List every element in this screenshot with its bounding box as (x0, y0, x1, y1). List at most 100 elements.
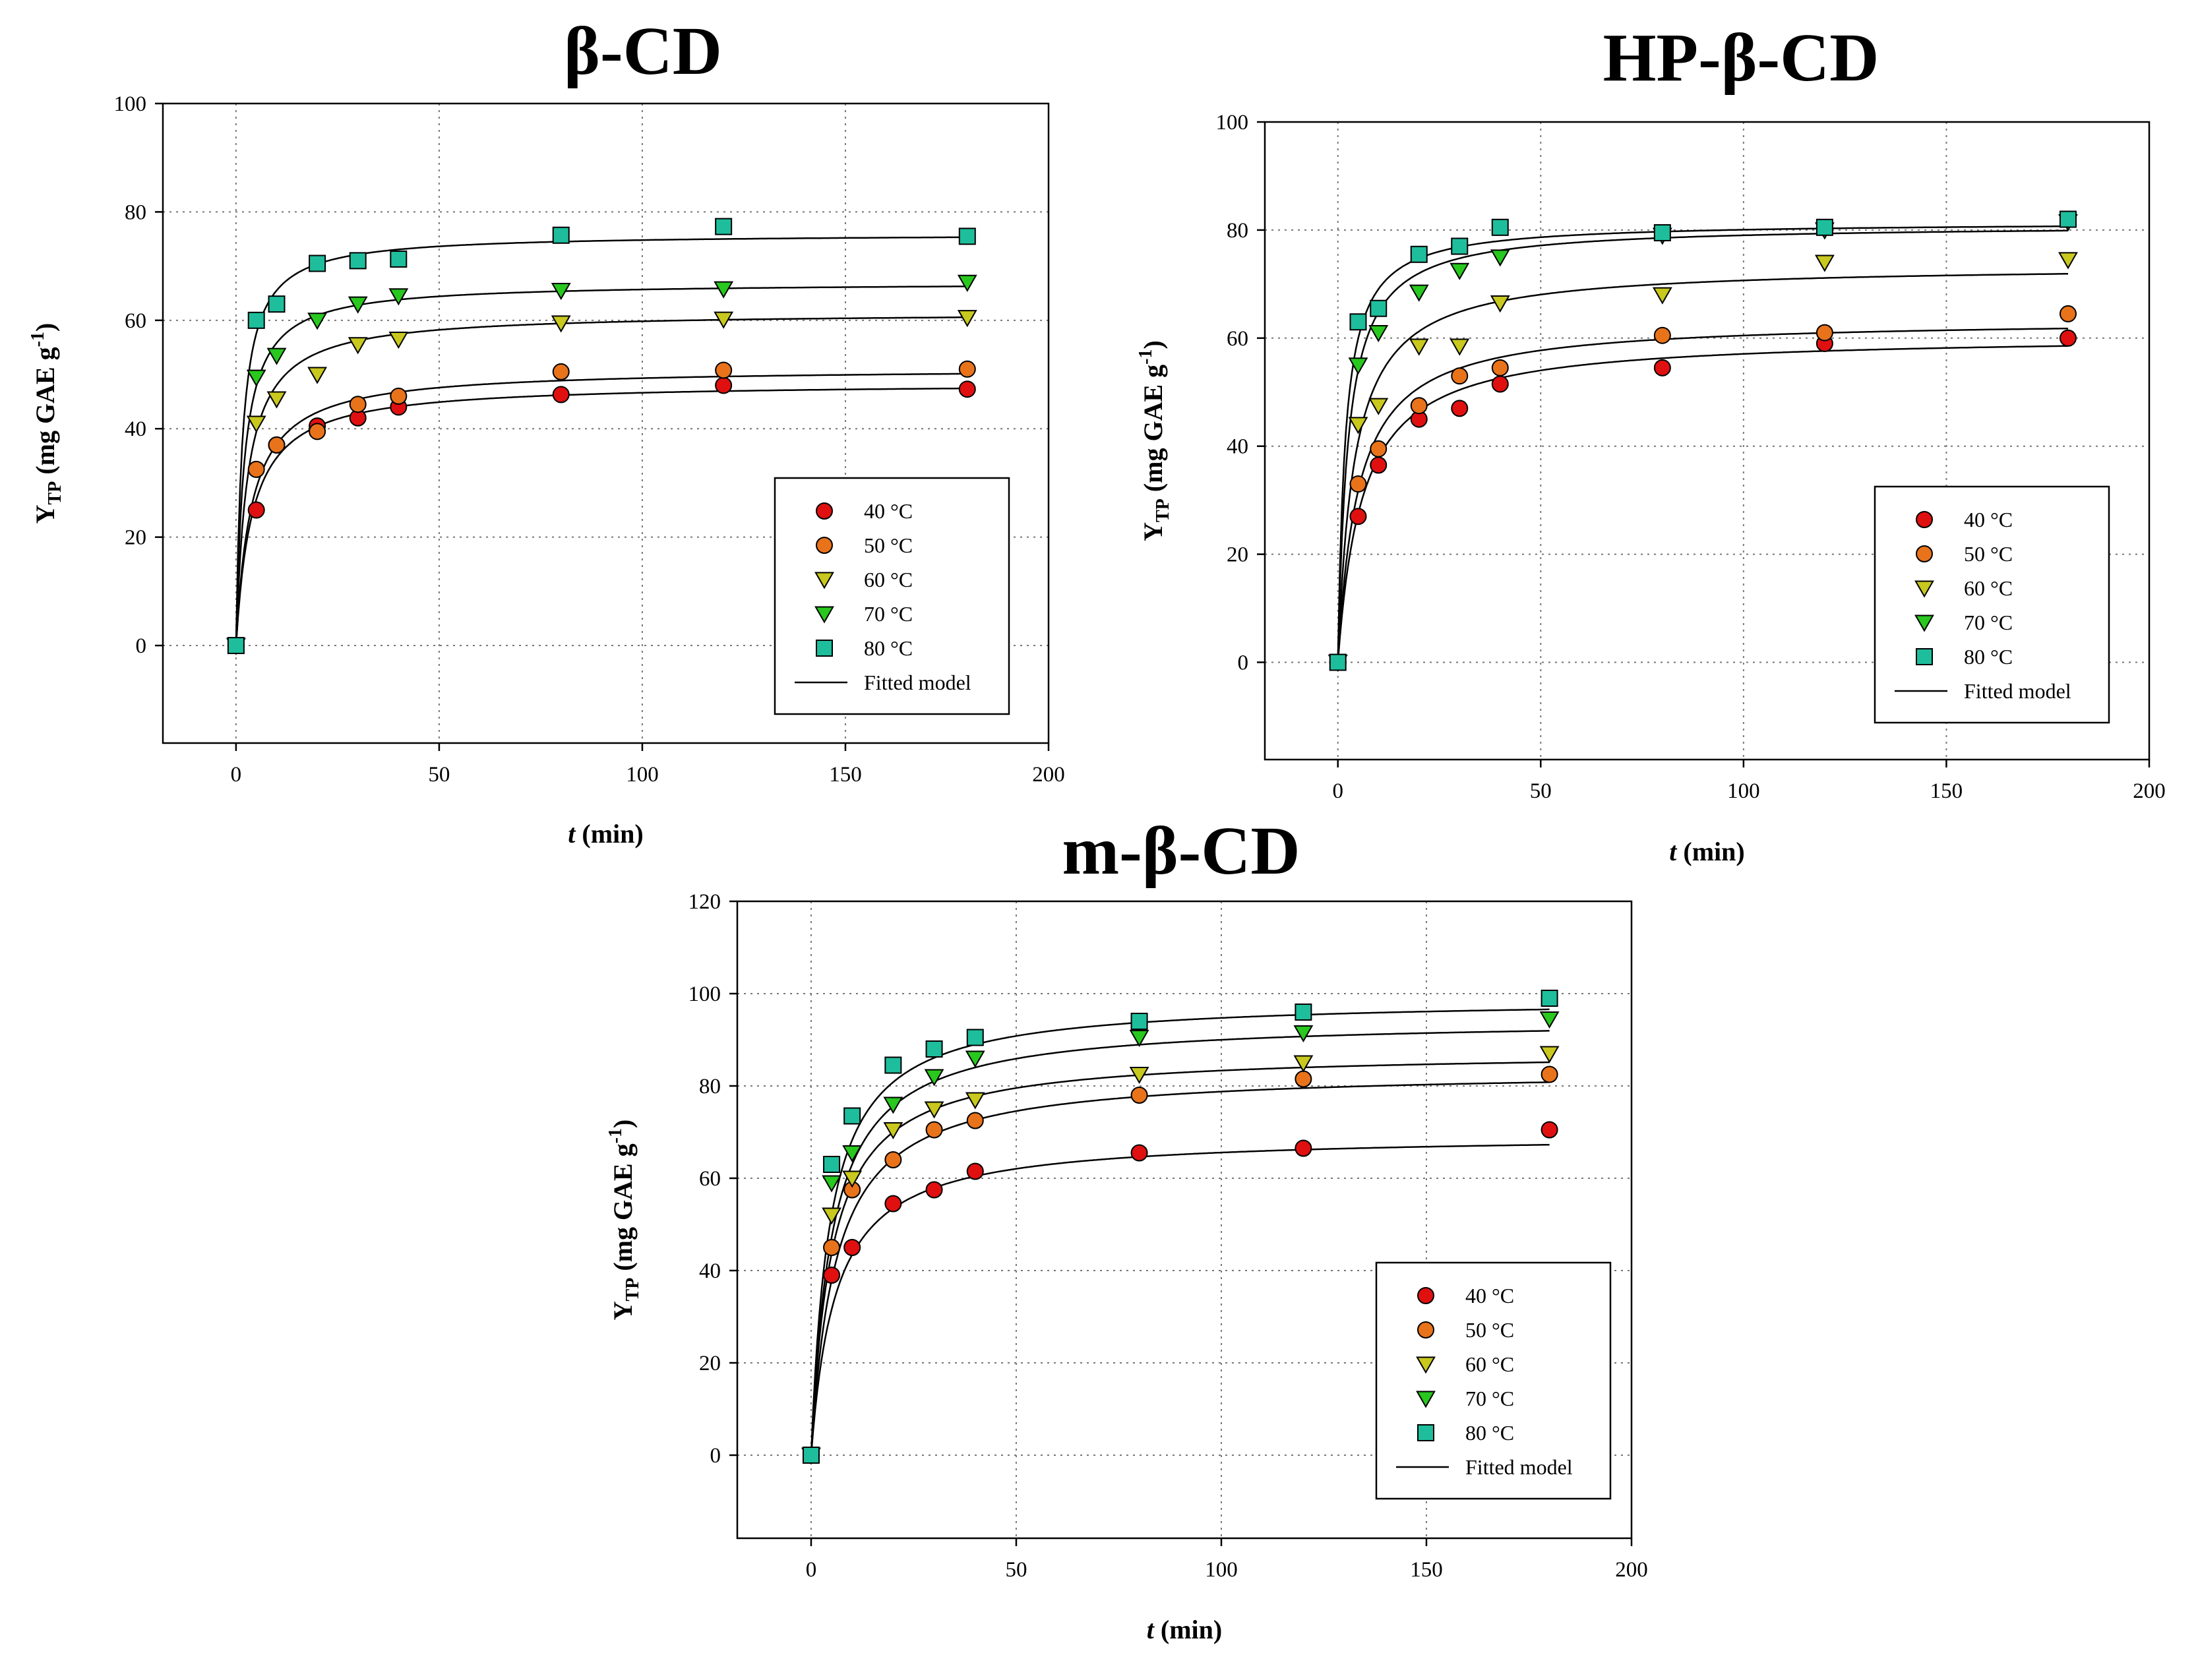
x-axis-label-unit: (min) (1676, 837, 1744, 866)
y-tick-label: 120 (688, 890, 721, 914)
data-point-series-3 (714, 311, 734, 329)
legend: 40 °C 50 °C 60 °C 70 °C 80 °C Fitted model (1874, 485, 2110, 724)
data-point-series-4 (1490, 249, 1510, 267)
chart-panel-3: m-β-CD 0 50 100 150 200 0 20 40 60 80 100 120 t (min)… (605, 813, 1648, 1644)
legend-marker-1 (1916, 511, 1933, 528)
data-point-series-1 (247, 501, 265, 519)
y-tick-label: 40 (699, 1259, 721, 1283)
data-point-series-4 (1129, 1029, 1149, 1048)
data-point-series-1 (925, 1181, 943, 1199)
y-axis-label-main: Y (30, 504, 60, 524)
data-point-series-5 (1451, 237, 1469, 255)
data-point-series-1 (958, 380, 976, 398)
x-tick-label: 50 (1005, 1558, 1027, 1582)
y-tick-label: 0 (1238, 651, 1249, 675)
data-point-series-5 (1295, 1004, 1312, 1021)
y-axis-label-sup: -1 (605, 1128, 626, 1143)
data-point-series-2 (268, 436, 286, 454)
y-axis-label-unit: (mg GAE g (608, 1143, 638, 1277)
data-point-series-1 (823, 1267, 841, 1284)
legend-marker-3 (1914, 580, 1934, 598)
data-point-series-2 (1451, 367, 1469, 385)
y-tick-label: 20 (1227, 543, 1248, 567)
y-tick-label: 40 (1227, 435, 1248, 459)
x-tick-label: 100 (1727, 779, 1760, 803)
legend-marker-4 (814, 606, 834, 624)
data-point-series-5 (958, 227, 976, 245)
legend-label-1: 40 °C (1964, 508, 2013, 531)
y-tick-label: 60 (1227, 327, 1248, 351)
y-tick-label: 100 (688, 982, 721, 1006)
y-axis-label-sub: TP (1153, 498, 1173, 522)
data-point-series-1 (1370, 456, 1388, 474)
data-point-series-2 (1491, 359, 1509, 376)
legend-marker-2 (816, 537, 833, 554)
y-axis-label-sub: TP (45, 481, 65, 505)
data-point-series-5 (1541, 990, 1558, 1007)
y-axis-label-close: ) (608, 1120, 638, 1128)
data-point-series-4 (957, 274, 977, 292)
data-point-series-5 (309, 255, 326, 272)
y-tick-label: 60 (125, 309, 146, 333)
legend-label-2: 50 °C (864, 533, 913, 557)
data-point-series-2 (1295, 1070, 1312, 1088)
legend-marker-3 (814, 572, 834, 589)
y-tick-label: 80 (125, 200, 146, 224)
data-point-series-4 (1450, 262, 1470, 280)
y-tick-label: 0 (710, 1444, 721, 1468)
data-point-series-2 (958, 360, 976, 378)
data-point-series-3 (348, 337, 368, 355)
chart-title: HP-β-CD (1603, 20, 1879, 96)
data-point-series-5 (966, 1029, 984, 1046)
data-point-series-4 (551, 283, 571, 301)
data-point-series-3 (307, 367, 328, 384)
plot-frame (1264, 121, 2151, 761)
x-tick-label: 0 (806, 1558, 817, 1582)
data-point-series-2 (925, 1121, 943, 1139)
y-axis-label-sup: -1 (1136, 349, 1156, 365)
data-point-series-1 (1451, 400, 1469, 417)
data-point-series-4 (246, 369, 266, 387)
data-point-series-1 (2059, 329, 2077, 347)
data-point-series-2 (349, 396, 367, 413)
x-tick-label: 50 (428, 763, 450, 787)
legend-label-3: 60 °C (864, 568, 913, 591)
chart-panel-2: HP-β-CD 0 50 100 150 200 0 20 40 60 80 100 t (min) YT… (1136, 20, 2166, 866)
y-axis-label-unit: (mg GAE g (30, 347, 60, 481)
data-point-series-5 (268, 295, 286, 313)
data-point-series-3 (924, 1101, 944, 1119)
data-point-series-5 (2059, 210, 2077, 228)
y-tick-label: 0 (136, 634, 147, 658)
data-point-series-5 (1130, 1013, 1148, 1030)
x-tick-label: 200 (2133, 779, 2166, 803)
y-axis-label-close: ) (30, 323, 60, 332)
data-point-series-5 (715, 218, 733, 235)
y-axis-label-close: ) (1138, 340, 1168, 349)
legend-fitted-label: Fitted model (1465, 1455, 1573, 1479)
legend-marker-1 (816, 502, 833, 520)
data-point-series-2 (1130, 1087, 1148, 1104)
legend-box (774, 477, 1010, 715)
data-point-series-1 (1491, 375, 1509, 393)
data-point-series-1 (1541, 1121, 1558, 1139)
data-point-series-3 (965, 1092, 985, 1110)
y-tick-label: 80 (699, 1075, 721, 1098)
x-tick-label: 150 (829, 763, 862, 787)
legend-box (1874, 485, 2110, 724)
data-point-series-1 (1295, 1139, 1312, 1157)
legend-label-2: 50 °C (1465, 1318, 1514, 1342)
x-tick-label: 150 (1930, 779, 1963, 803)
legend-label-4: 70 °C (864, 602, 913, 626)
legend-label-1: 40 °C (864, 499, 913, 523)
x-tick-label: 0 (1332, 779, 1343, 803)
legend-label-3: 60 °C (1964, 576, 2013, 600)
legend-label-3: 60 °C (1465, 1352, 1514, 1376)
data-point-series-4 (924, 1069, 944, 1087)
x-axis-label: t (min) (1669, 837, 1744, 866)
data-point-series-4 (1293, 1025, 1314, 1043)
legend-label-2: 50 °C (1964, 542, 2013, 566)
data-point-series-2 (247, 460, 265, 478)
legend-marker-5 (816, 640, 833, 657)
data-point-series-5 (802, 1447, 820, 1464)
